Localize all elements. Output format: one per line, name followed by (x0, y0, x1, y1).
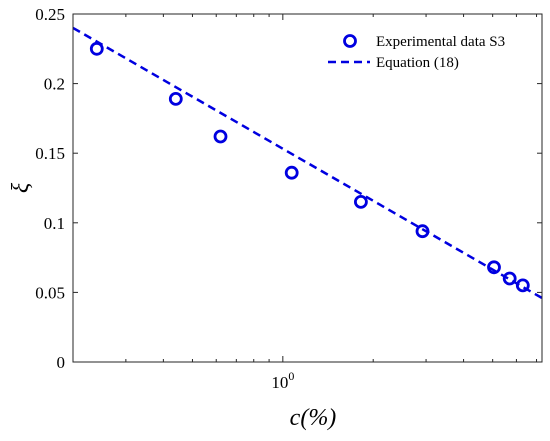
y-axis-label: ξ (8, 182, 34, 193)
data-point (502, 271, 517, 286)
x-tick-label: 100 (271, 369, 294, 392)
data-point (353, 194, 368, 209)
y-tick-label: 0 (57, 353, 66, 372)
data-point (487, 260, 501, 275)
data-point (515, 278, 530, 293)
y-tick-label: 0.05 (35, 283, 65, 302)
y-tick-label: 0.25 (35, 5, 65, 24)
legend-box (326, 24, 536, 78)
data-point (168, 92, 183, 106)
plot-frame (72, 13, 543, 363)
y-tick-label: 0.15 (35, 144, 65, 163)
legend-label-equation: Equation (18) (376, 55, 459, 71)
legend: Experimental data S3 Equation (18) (326, 24, 536, 78)
plot-layer (72, 26, 543, 300)
data-point (89, 41, 104, 56)
legend-marker-experimental (343, 34, 357, 48)
y-axis: 0 0.05 0.1 0.15 0.2 0.25 (35, 5, 542, 372)
legend-label-experimental: Experimental data S3 (376, 34, 505, 50)
y-tick-label: 0.2 (44, 75, 65, 94)
data-point (284, 165, 299, 180)
data-point (415, 224, 430, 239)
x-axis-label: c(%) (290, 405, 337, 431)
y-tick-label: 0.1 (44, 214, 65, 233)
data-point (213, 129, 228, 144)
